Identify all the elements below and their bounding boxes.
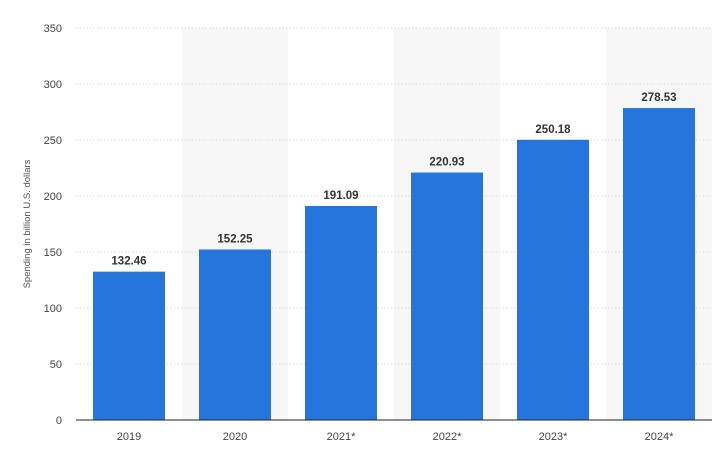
data-label-2022*: 220.93 [429,157,464,169]
x-tick-label-2019: 2019 [117,431,141,443]
data-label-2019: 132.46 [111,256,146,268]
data-label-2024*: 278.53 [641,92,676,104]
bar-2021* [305,205,377,420]
bar-2024* [623,108,695,421]
x-tick-label-2024*: 2024* [645,431,674,443]
gridlines [76,27,712,365]
x-tick-label-2021*: 2021* [327,431,356,443]
x-tick-label-2022*: 2022* [433,431,462,443]
x-axis-ticks: 2019 2020 2021* 2022* 2023* 2024* [117,431,674,443]
bar-2019 [93,271,165,420]
x-tick-label-2023*: 2023* [539,431,568,443]
y-tick-label-150: 150 [44,247,62,259]
bar-2023* [517,139,589,420]
y-tick-label-200: 200 [44,191,62,203]
y-tick-label-350: 350 [44,23,62,35]
y-axis-title: Spending in billion U.S. dollars [22,159,33,288]
y-tick-label-300: 300 [44,79,62,91]
bar-2020 [199,249,271,420]
data-label-2021*: 191.09 [323,190,358,202]
bar-2022* [411,172,483,420]
x-tick-label-2020: 2020 [223,431,247,443]
data-label-2020: 152.25 [217,233,253,245]
bars [93,108,695,421]
data-labels: 132.46 152.25 191.09 220.93 250.18 278.53 [111,92,676,268]
data-label-2023*: 250.18 [535,124,571,136]
y-tick-label-50: 50 [50,359,62,371]
y-tick-label-0: 0 [56,415,62,427]
y-axis-ticks: 0 50 100 150 200 250 300 350 [44,23,62,427]
y-tick-label-100: 100 [44,303,62,315]
y-tick-label-250: 250 [44,135,62,147]
